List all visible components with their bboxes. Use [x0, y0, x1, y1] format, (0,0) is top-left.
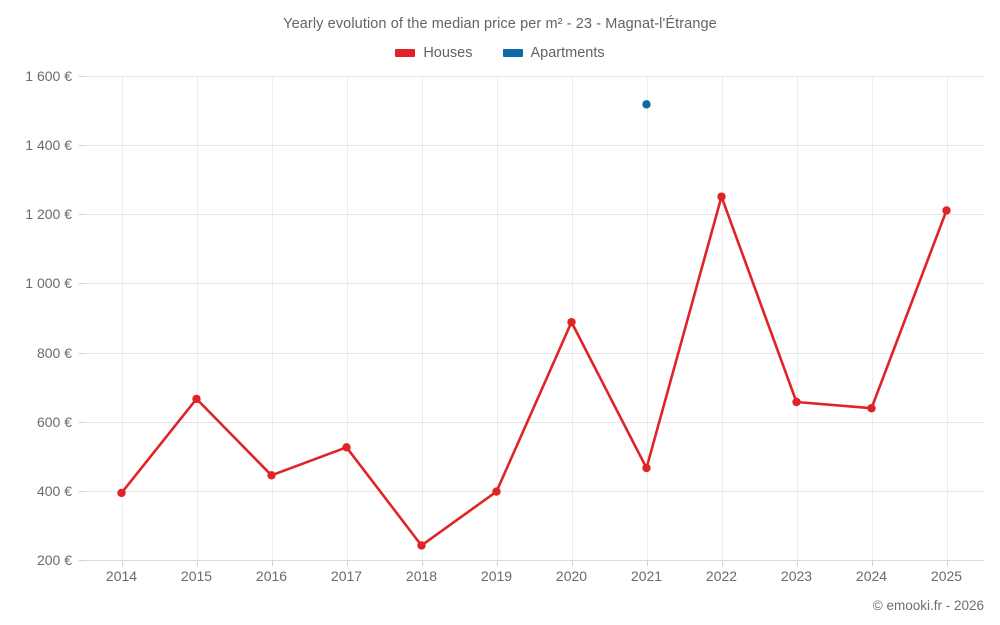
- gridline-vertical: [946, 76, 948, 560]
- chart-legend: Houses Apartments: [0, 45, 1000, 61]
- data-point-houses-2021[interactable]: [642, 463, 651, 473]
- x-tick-label: 2023: [780, 568, 813, 584]
- gridline-horizontal: [84, 214, 984, 216]
- x-tick-mark: [721, 560, 723, 566]
- x-tick-label: 2017: [330, 568, 363, 584]
- y-tick-mark: [79, 145, 84, 147]
- data-point-houses-2025[interactable]: [942, 206, 951, 215]
- gridline-vertical: [796, 76, 798, 560]
- legend-item-apartments[interactable]: Apartments: [502, 45, 605, 61]
- data-point-houses-2020[interactable]: [567, 317, 576, 327]
- y-tick-label: 1 000 €: [25, 275, 72, 292]
- data-point-houses-2014[interactable]: [117, 488, 126, 498]
- x-axis-line: [84, 560, 984, 561]
- x-tick-label: 2014: [105, 568, 138, 584]
- legend-swatch-icon: [502, 49, 523, 57]
- data-point-houses-2024[interactable]: [867, 404, 876, 413]
- y-tick-label: 600 €: [36, 413, 72, 430]
- data-point-houses-2023[interactable]: [792, 397, 801, 407]
- y-tick-mark: [79, 421, 84, 423]
- x-tick-label: 2018: [405, 568, 438, 584]
- y-tick-mark: [79, 76, 84, 77]
- x-tick-mark: [496, 560, 498, 566]
- series-line-houses: [120, 195, 948, 547]
- x-tick-mark: [421, 560, 423, 566]
- data-point-houses-2015[interactable]: [192, 394, 201, 404]
- footer-credit: © emooki.fr - 2026: [872, 598, 984, 613]
- gridline-vertical: [421, 76, 423, 560]
- y-tick-mark: [79, 560, 84, 561]
- gridline-horizontal: [84, 76, 984, 77]
- data-point-houses-2016[interactable]: [267, 471, 276, 480]
- y-tick-label: 1 400 €: [25, 137, 72, 154]
- x-tick-label: 2015: [180, 568, 213, 584]
- gridline-vertical: [271, 76, 273, 560]
- gridline-horizontal: [84, 145, 984, 147]
- x-tick-mark: [646, 560, 648, 566]
- data-point-houses-2019[interactable]: [492, 487, 501, 496]
- x-tick-mark: [796, 560, 798, 566]
- x-tick-mark: [346, 560, 348, 566]
- gridline-vertical: [196, 76, 198, 560]
- legend-label: Houses: [423, 45, 473, 61]
- y-tick-label: 400 €: [36, 482, 72, 499]
- legend-label: Apartments: [530, 45, 605, 61]
- y-tick-label: 1 200 €: [25, 206, 72, 223]
- data-point-houses-2018[interactable]: [417, 541, 426, 550]
- legend-item-houses[interactable]: Houses: [395, 45, 473, 61]
- gridline-vertical: [721, 76, 723, 560]
- gridline-horizontal: [84, 283, 984, 285]
- x-tick-label: 2019: [480, 568, 513, 584]
- gridline-horizontal: [84, 352, 984, 354]
- x-tick-label: 2016: [255, 568, 288, 584]
- chart-title: Yearly evolution of the median price per…: [283, 16, 717, 32]
- x-tick-mark: [196, 560, 198, 566]
- y-tick-mark: [79, 283, 84, 285]
- gridline-vertical: [121, 76, 123, 560]
- gridline-vertical: [871, 76, 873, 560]
- x-tick-label: 2021: [630, 568, 663, 584]
- gridline-horizontal: [84, 490, 984, 492]
- y-tick-label: 1 600 €: [25, 68, 72, 84]
- x-tick-label: 2022: [705, 568, 738, 584]
- legend-swatch-icon: [395, 49, 416, 57]
- x-tick-mark: [871, 560, 873, 566]
- y-tick-mark: [79, 214, 84, 216]
- gridline-vertical: [346, 76, 348, 560]
- data-point-houses-2022[interactable]: [717, 192, 726, 201]
- x-tick-mark: [121, 560, 123, 566]
- y-tick-mark: [79, 352, 84, 354]
- y-tick-label: 800 €: [36, 344, 72, 361]
- x-tick-label: 2020: [555, 568, 588, 584]
- x-tick-label: 2025: [930, 568, 963, 584]
- data-point-houses-2017[interactable]: [342, 443, 351, 452]
- data-point-apartments-2021[interactable]: [642, 100, 651, 109]
- y-tick-mark: [79, 490, 84, 492]
- gridline-vertical: [646, 76, 648, 560]
- y-tick-label: 200 €: [36, 552, 72, 568]
- x-tick-mark: [946, 560, 948, 566]
- x-tick-mark: [271, 560, 273, 566]
- x-tick-mark: [571, 560, 573, 566]
- gridline-horizontal: [84, 421, 984, 423]
- x-tick-label: 2024: [855, 568, 888, 584]
- gridline-vertical: [496, 76, 498, 560]
